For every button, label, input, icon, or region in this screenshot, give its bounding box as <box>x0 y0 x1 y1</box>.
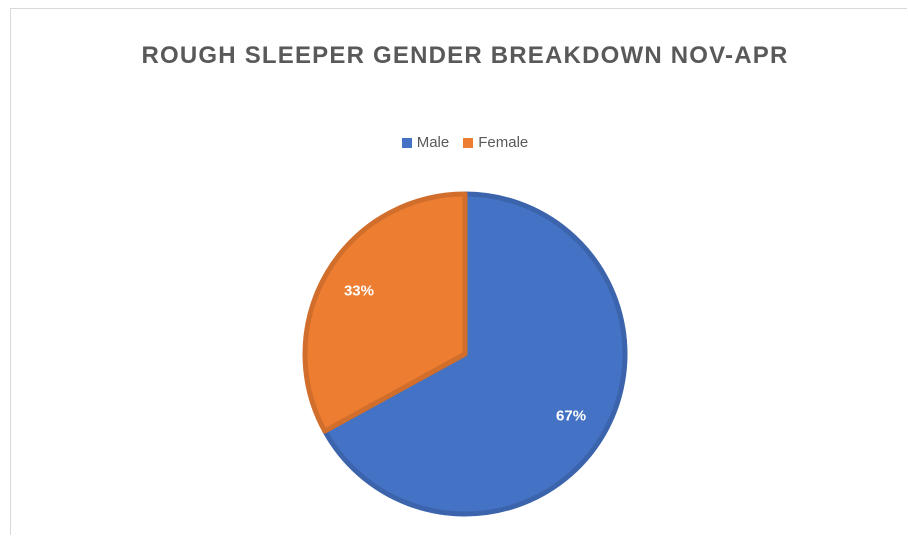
legend-swatch <box>463 137 474 148</box>
data-label: 67% <box>556 408 586 425</box>
data-label: 33% <box>344 282 374 299</box>
pie-slice <box>302 191 468 434</box>
legend-entry: Female <box>463 134 528 151</box>
pie-slice <box>322 191 628 517</box>
legend-entry: Male <box>401 134 450 151</box>
legend-label: Male <box>416 134 450 151</box>
chart-title: ROUGH SLEEPER GENDER BREAKDOWN NOV-APR <box>141 42 789 69</box>
chart-frame <box>10 8 907 535</box>
legend-swatch <box>401 137 412 148</box>
legend: Male Female <box>0 134 908 151</box>
legend-label: Female <box>478 134 529 151</box>
